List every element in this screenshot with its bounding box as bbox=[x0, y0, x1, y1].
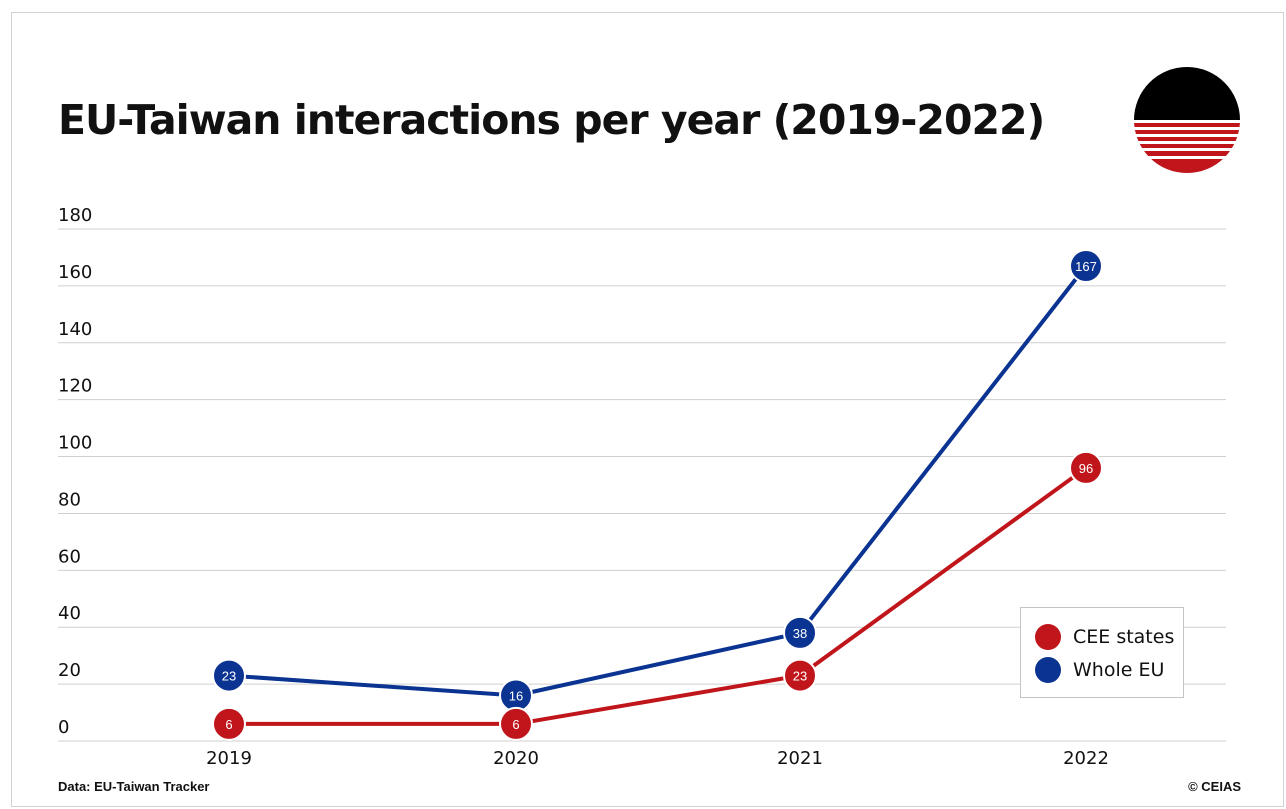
data-label-eu: 16 bbox=[509, 688, 523, 703]
data-point-cee bbox=[212, 706, 246, 741]
legend-swatch-eu bbox=[1035, 657, 1061, 683]
data-label-cee: 6 bbox=[225, 717, 232, 732]
series-line-eu bbox=[228, 264, 1088, 698]
y-tick-label: 40 bbox=[58, 603, 81, 624]
data-point-eu bbox=[783, 615, 817, 650]
y-tick-label: 0 bbox=[58, 717, 69, 738]
y-tick-label: 140 bbox=[58, 319, 92, 340]
y-tick-label: 180 bbox=[58, 205, 92, 226]
y-tick-label: 160 bbox=[58, 262, 92, 283]
y-tick-label: 60 bbox=[58, 546, 81, 567]
data-point-cee bbox=[783, 658, 817, 693]
data-label-eu: 23 bbox=[222, 669, 236, 684]
data-label-cee: 96 bbox=[1079, 461, 1093, 476]
legend-item-cee: CEE states bbox=[1035, 623, 1174, 651]
y-tick-label: 100 bbox=[58, 433, 92, 454]
data-point-cee bbox=[1069, 450, 1103, 485]
ceias-logo bbox=[1134, 67, 1240, 173]
data-label-cee: 23 bbox=[793, 669, 807, 684]
y-tick-label: 20 bbox=[58, 660, 81, 681]
x-tick-label: 2020 bbox=[493, 748, 539, 769]
x-tick-label: 2021 bbox=[777, 748, 823, 769]
x-tick-label: 2022 bbox=[1063, 748, 1109, 769]
data-source: Data: EU-Taiwan Tracker bbox=[58, 779, 210, 794]
chart-legend: CEE states Whole EU bbox=[1020, 607, 1184, 698]
y-tick-label: 120 bbox=[58, 376, 92, 397]
copyright: © CEIAS bbox=[1188, 779, 1241, 794]
legend-label-eu: Whole EU bbox=[1073, 659, 1165, 681]
chart-title: EU-Taiwan interactions per year (2019-20… bbox=[58, 96, 1045, 144]
legend-label-cee: CEE states bbox=[1073, 626, 1175, 648]
data-point-eu bbox=[212, 658, 246, 693]
data-label-eu: 38 bbox=[793, 626, 807, 641]
data-label-eu: 167 bbox=[1075, 259, 1097, 274]
legend-swatch-cee bbox=[1035, 624, 1061, 650]
series-line-cee bbox=[229, 466, 1088, 726]
legend-item-eu: Whole EU bbox=[1035, 656, 1164, 684]
x-tick-label: 2019 bbox=[206, 748, 252, 769]
data-point-eu bbox=[1069, 248, 1103, 283]
y-tick-label: 80 bbox=[58, 489, 81, 510]
data-label-cee: 6 bbox=[512, 717, 519, 732]
data-point-cee bbox=[499, 706, 533, 741]
